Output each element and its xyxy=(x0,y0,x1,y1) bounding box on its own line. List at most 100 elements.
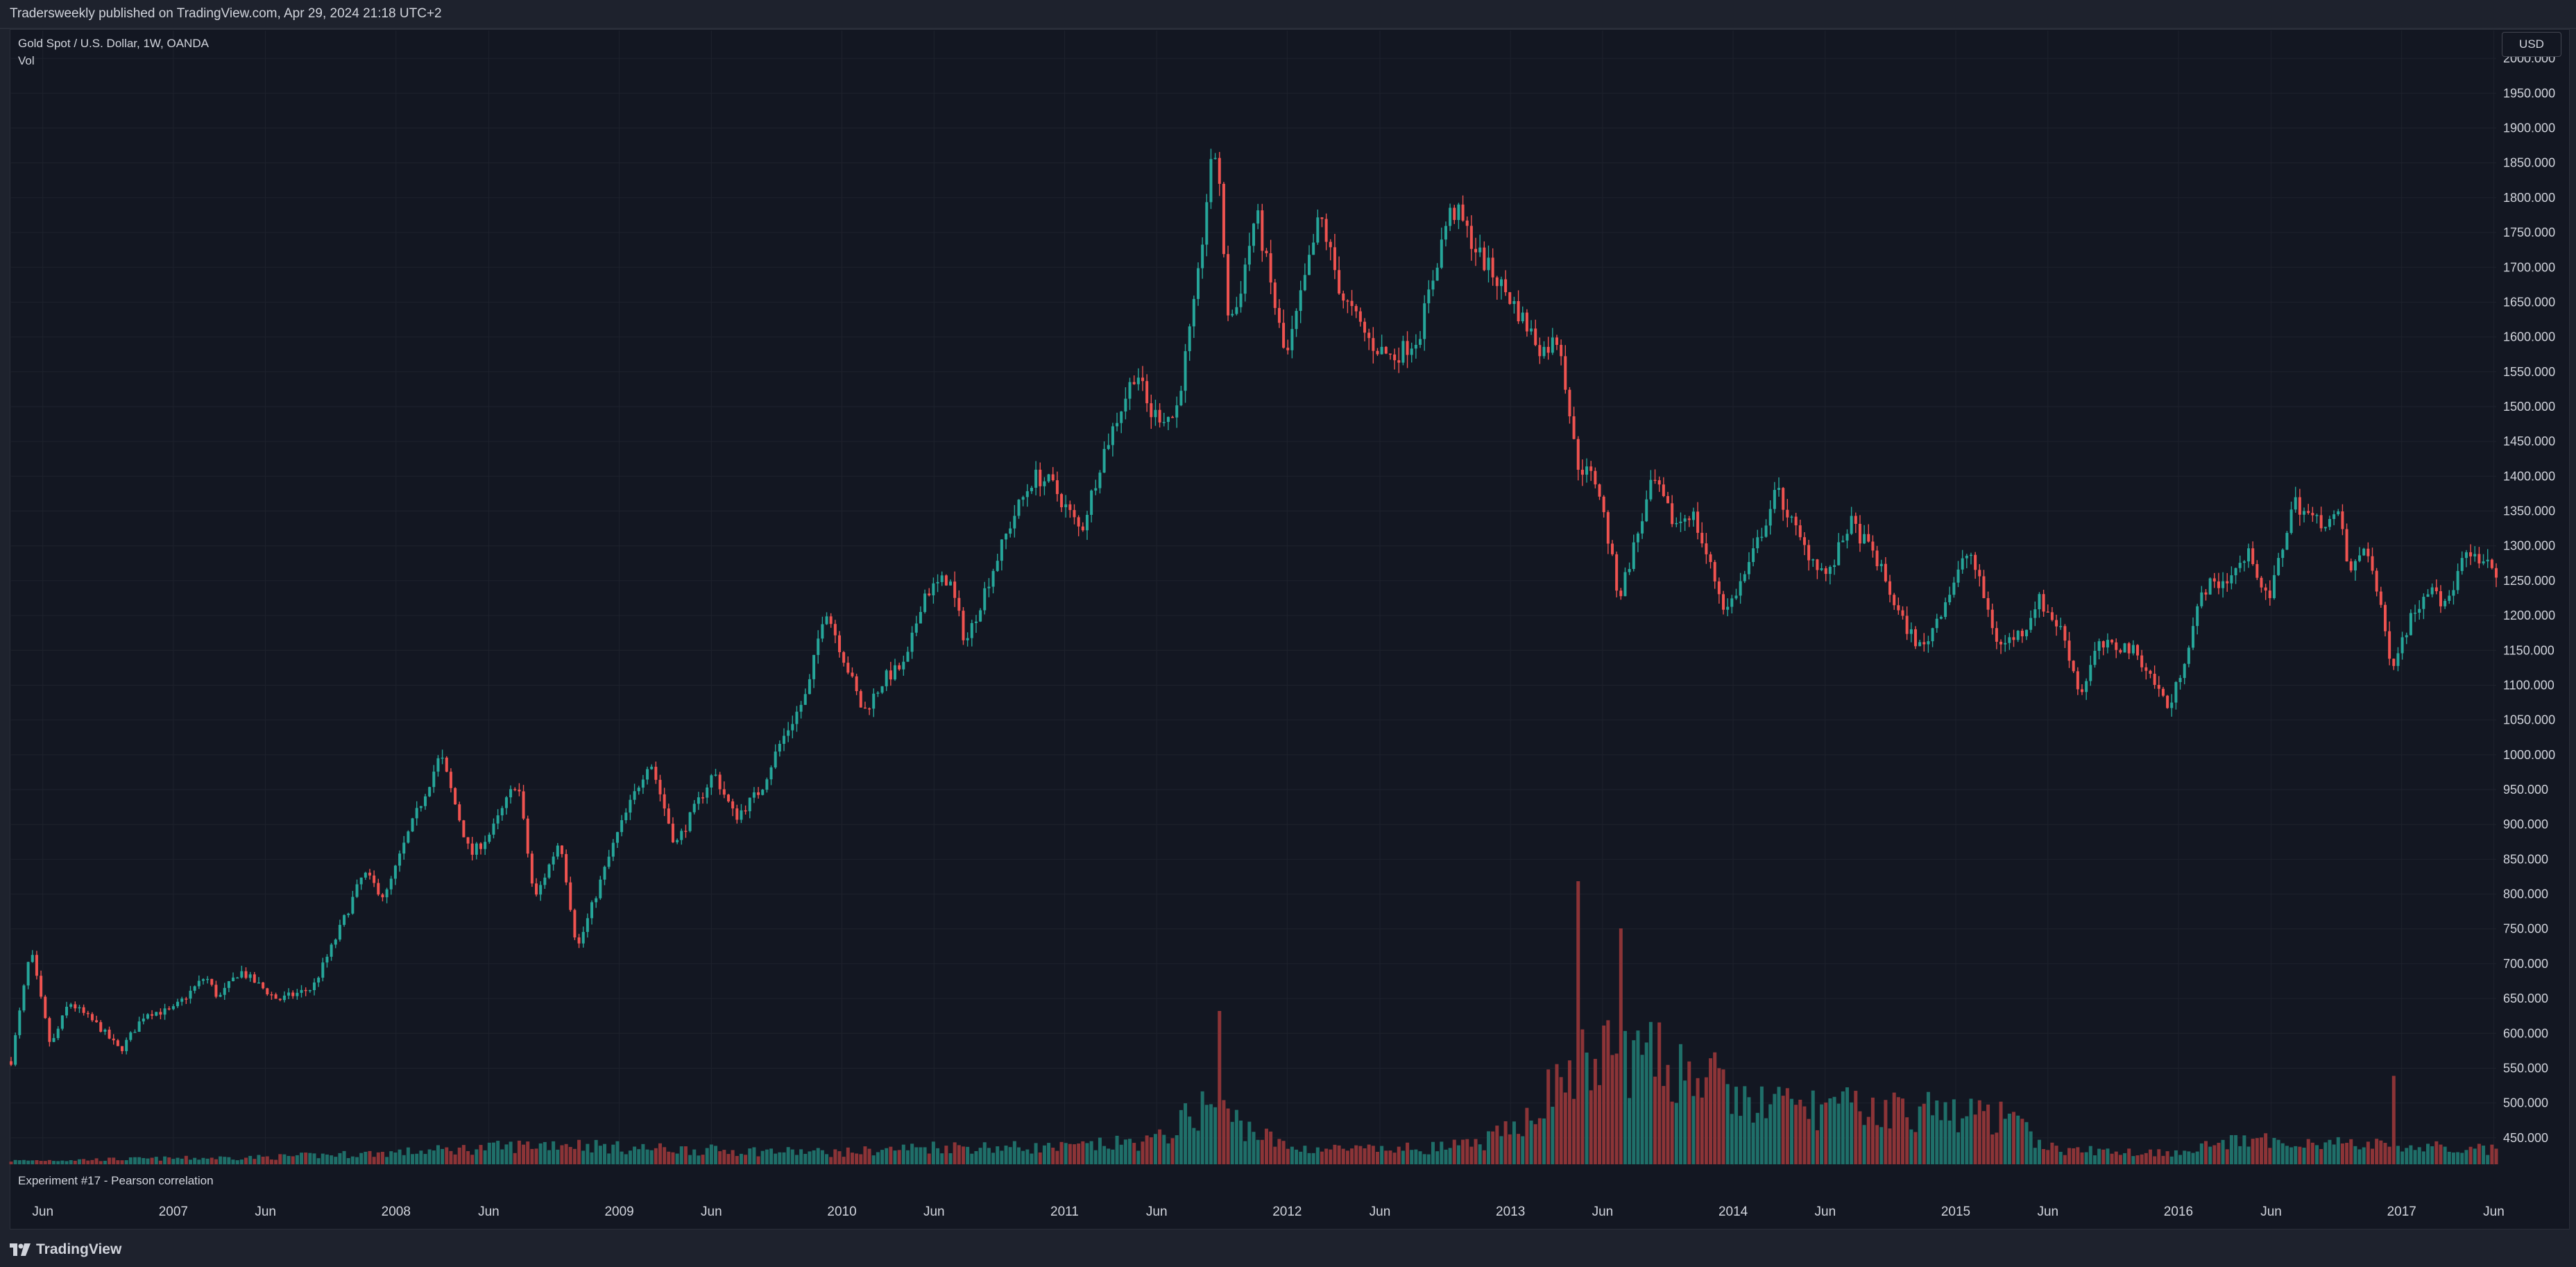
candle-body xyxy=(407,831,410,843)
candle-body xyxy=(1111,426,1114,445)
candle-body xyxy=(940,575,944,582)
volume-bar xyxy=(850,1153,854,1164)
candle-body xyxy=(1517,300,1520,322)
candle-body xyxy=(159,1012,162,1015)
volume-bar xyxy=(2272,1137,2276,1164)
time-tick-label: 2014 xyxy=(1718,1205,1748,1219)
volume-bar xyxy=(1000,1150,1004,1164)
volume-bar xyxy=(718,1151,722,1164)
candle-body xyxy=(633,791,636,800)
symbol-legend[interactable]: Gold Spot / U.S. Dollar, 1W, OANDA xyxy=(18,37,209,50)
volume-bar xyxy=(2029,1131,2033,1164)
candle-body xyxy=(1098,473,1102,488)
volume-bar xyxy=(2421,1151,2425,1164)
volume-bar xyxy=(1517,1134,1521,1164)
volume-bar xyxy=(1909,1129,1913,1164)
volume-bar xyxy=(47,1159,51,1164)
price-tick-label: 1350.000 xyxy=(2503,504,2555,518)
volume-bar xyxy=(803,1153,808,1164)
volume-bar xyxy=(2127,1148,2131,1164)
candle-body xyxy=(180,998,184,1002)
volume-bar xyxy=(43,1161,47,1164)
volume-legend[interactable]: Vol xyxy=(18,54,35,67)
candle-body xyxy=(970,623,973,638)
volume-bar xyxy=(663,1147,667,1164)
price-tick-label: 1200.000 xyxy=(2503,609,2555,622)
candle-body xyxy=(1162,422,1166,423)
candle-body xyxy=(2178,678,2182,683)
candle-body xyxy=(752,792,756,798)
candle-body xyxy=(488,834,491,842)
candle-body xyxy=(2332,514,2336,519)
indicator-pane-label[interactable]: Experiment #17 - Pearson correlation xyxy=(18,1174,214,1187)
candle-body xyxy=(1927,641,1930,645)
candle-body xyxy=(1047,474,1050,482)
volume-bar xyxy=(2157,1149,2161,1164)
volume-bar xyxy=(1089,1141,1093,1164)
price-tick-label: 950.000 xyxy=(2503,783,2548,797)
volume-bar xyxy=(2097,1148,2101,1164)
volume-bar xyxy=(2494,1148,2498,1164)
candle-body xyxy=(2238,563,2242,568)
volume-bar xyxy=(1824,1102,1828,1164)
candle-body xyxy=(1393,354,1397,361)
candle-body xyxy=(2042,594,2045,612)
volume-bar xyxy=(26,1160,31,1164)
candle-body xyxy=(1116,423,1119,427)
tradingview-logo[interactable]: TradingView xyxy=(10,1241,121,1258)
volume-bar xyxy=(1751,1122,1755,1164)
candle-body xyxy=(710,775,713,788)
volume-bar xyxy=(2144,1153,2148,1164)
candle-body xyxy=(1354,306,1358,312)
candle-body xyxy=(1141,377,1144,382)
candle-body xyxy=(1188,326,1191,352)
volume-bar xyxy=(1073,1144,1077,1164)
candle-body xyxy=(885,670,888,687)
volume-bar xyxy=(1158,1129,1162,1164)
candle-body xyxy=(1580,470,1584,475)
volume-bar xyxy=(491,1142,495,1164)
candle-body xyxy=(2174,682,2178,703)
candle-body xyxy=(1367,332,1371,339)
volume-bar xyxy=(2169,1156,2174,1164)
candle-body xyxy=(2307,511,2310,513)
candle-body xyxy=(1376,350,1379,355)
candle-body xyxy=(2230,575,2233,584)
volume-bar xyxy=(2280,1143,2285,1164)
volume-bar xyxy=(346,1158,350,1164)
candle-body xyxy=(1444,226,1447,240)
candle-body xyxy=(137,1021,141,1032)
volume-bar xyxy=(99,1161,103,1164)
candle-body xyxy=(928,593,931,596)
volume-bar xyxy=(1875,1125,1879,1164)
volume-bar xyxy=(1640,1055,1644,1164)
volume-bar xyxy=(90,1159,94,1164)
candle-body xyxy=(432,772,436,788)
volume-bar xyxy=(364,1151,368,1164)
volume-bar xyxy=(146,1158,150,1164)
volume-bar xyxy=(338,1153,342,1164)
candle-body xyxy=(2127,643,2131,654)
volume-bar xyxy=(1016,1147,1021,1164)
candle-body xyxy=(1005,534,1008,540)
volume-bar xyxy=(269,1159,273,1164)
volume-bar xyxy=(671,1152,675,1164)
volume-bar xyxy=(1952,1099,1956,1164)
candle-body xyxy=(274,994,278,999)
candle-body xyxy=(1922,642,1926,645)
candle-body xyxy=(1324,219,1328,242)
currency-button[interactable]: USD xyxy=(2502,32,2561,57)
candle-body xyxy=(2076,671,2079,690)
candle-body xyxy=(1564,356,1567,390)
volume-bar xyxy=(1653,1076,1657,1164)
volume-bar xyxy=(1252,1132,1256,1164)
volume-bar xyxy=(782,1152,786,1164)
candle-body xyxy=(620,820,624,833)
volume-bar xyxy=(982,1142,987,1164)
volume-bar xyxy=(2319,1149,2323,1164)
volume-bar xyxy=(432,1150,436,1164)
volume-bar xyxy=(2375,1139,2379,1164)
volume-bar xyxy=(142,1157,146,1164)
candle-body xyxy=(330,944,333,957)
